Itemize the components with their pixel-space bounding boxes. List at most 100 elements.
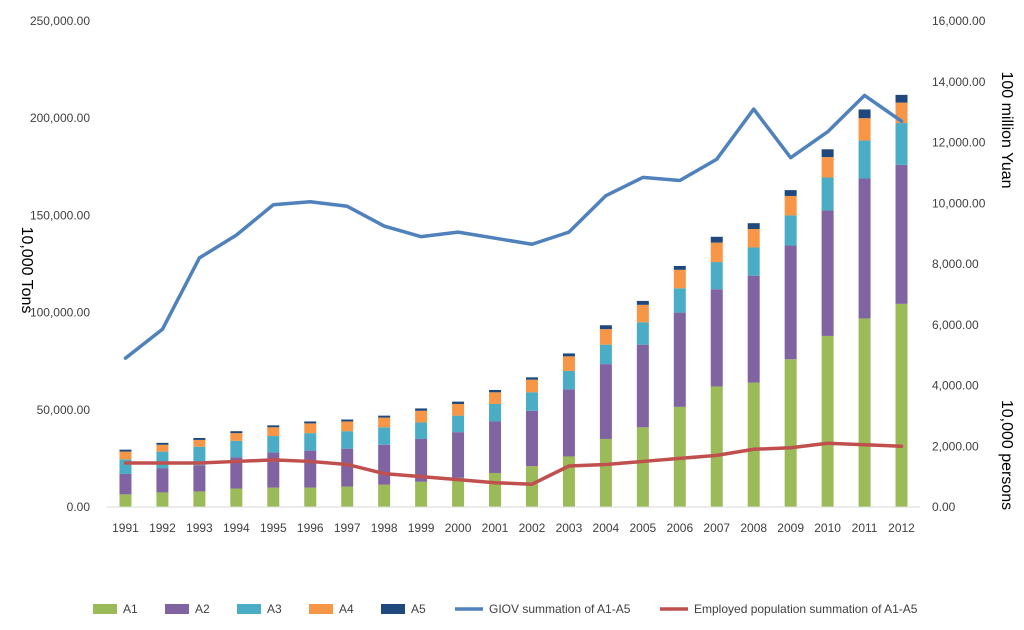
x-tick-label-2011: 2011 (852, 521, 878, 535)
bar-a5-1991 (119, 449, 132, 452)
bar-a4-2005 (636, 304, 649, 323)
left-tick-label: 250,000.00 (30, 14, 90, 28)
x-tick-label-1999: 1999 (408, 521, 435, 535)
x-tick-label-2012: 2012 (888, 521, 915, 535)
bar-a3-2012 (895, 123, 908, 165)
bar-a2-1992 (156, 468, 169, 493)
bar-a1-2010 (821, 335, 834, 507)
bar-a5-1992 (156, 442, 169, 445)
bar-a4-1996 (304, 423, 317, 434)
bar-a2-2007 (710, 289, 723, 387)
bar-a4-1991 (119, 451, 132, 460)
bar-a3-2010 (821, 177, 834, 211)
right-tick-label: 14,000.00 (932, 75, 986, 89)
bar-a3-1998 (378, 427, 391, 445)
bar-a1-1991 (119, 494, 132, 507)
x-tick-label-1997: 1997 (334, 521, 361, 535)
bar-a3-2001 (489, 403, 502, 422)
bar-a3-2004 (599, 344, 612, 365)
bar-a1-2012 (895, 303, 908, 507)
legend-swatch-a2 (165, 604, 189, 614)
bar-a4-2009 (784, 195, 797, 216)
x-tick-label-2006: 2006 (666, 521, 693, 535)
legend-item-giov-summation-of-a1-a5: GIOV summation of A1-A5 (455, 602, 631, 616)
bar-a2-2004 (599, 364, 612, 439)
left-tick-label: 0.00 (67, 500, 91, 514)
bar-a1-2011 (858, 318, 871, 507)
bar-a1-2004 (599, 438, 612, 507)
right-tick-label: 6,000.00 (932, 318, 979, 332)
bar-a3-1993 (193, 446, 206, 466)
bar-a5-2012 (895, 94, 908, 103)
bar-a4-1998 (378, 417, 391, 428)
line-employed-population-summation-of-a1-a5 (123, 441, 904, 486)
bar-a2-2008 (747, 275, 760, 383)
bar-a5-1997 (341, 419, 354, 422)
bar-a2-1998 (378, 444, 391, 485)
legend-swatch-a1 (93, 604, 117, 614)
x-tick-label-1991: 1991 (112, 521, 139, 535)
bar-a4-1997 (341, 421, 354, 432)
legend-swatch-a3 (237, 604, 261, 614)
bar-a1-2005 (636, 427, 649, 507)
bar-a2-2006 (673, 312, 686, 407)
legend-item-a3: A3 (237, 602, 282, 616)
right-tick-label: 10,000.00 (932, 196, 986, 210)
bar-a2-2005 (636, 344, 649, 428)
bar-a4-1999 (415, 410, 428, 423)
legend-swatch-a4 (309, 604, 333, 614)
x-tick-label-2005: 2005 (629, 521, 656, 535)
bar-a4-2002 (525, 379, 538, 393)
bar-a5-2006 (673, 265, 686, 270)
line-giov-summation-of-a1-a5 (123, 93, 904, 360)
left-tick-label: 200,000.00 (30, 111, 90, 125)
bar-a1-2003 (562, 456, 575, 507)
bar-a4-1992 (156, 444, 169, 452)
bar-a2-2002 (525, 410, 538, 467)
bar-a4-2001 (489, 392, 502, 404)
bar-a4-2010 (821, 157, 834, 178)
bar-a3-1991 (119, 459, 132, 474)
legend-label-a3: A3 (267, 602, 282, 616)
legend-label-a4: A4 (339, 602, 354, 616)
x-tick-label-1995: 1995 (260, 521, 287, 535)
x-tick-label-2007: 2007 (703, 521, 730, 535)
bar-a5-1996 (304, 421, 317, 424)
left-axis-tick-labels: 0.00 50,000.00 100,000.00 150,000.00 200,000… (30, 14, 90, 514)
bars-layer (119, 94, 908, 507)
bar-a2-2003 (562, 389, 575, 457)
bar-a1-1994 (230, 488, 243, 507)
bar-a4-2006 (673, 269, 686, 289)
bar-a2-1994 (230, 457, 243, 489)
bar-a1-1993 (193, 491, 206, 507)
bar-a1-2002 (525, 466, 538, 507)
bar-a1-2000 (452, 477, 465, 507)
bar-a4-2000 (452, 403, 465, 416)
legend-item-a5: A5 (381, 602, 426, 616)
right-tick-label: 12,000.00 (932, 136, 986, 150)
bar-a5-1993 (193, 437, 206, 440)
bar-a4-1995 (267, 427, 280, 437)
bar-a3-2002 (525, 392, 538, 411)
bar-a1-1996 (304, 487, 317, 507)
bar-a5-1995 (267, 425, 280, 428)
bar-a3-2008 (747, 247, 760, 276)
bar-a3-2011 (858, 140, 871, 179)
x-axis-tick-labels: 1991 1992 1993 1994 1995 1996 1997 1998 1999 2000… (112, 521, 915, 535)
bar-a5-1994 (230, 431, 243, 434)
bar-a1-2007 (710, 386, 723, 507)
bar-a5-1998 (378, 415, 391, 418)
bar-a5-2010 (821, 149, 834, 158)
bar-a1-1992 (156, 492, 169, 507)
bar-a3-2009 (784, 215, 797, 246)
bar-a5-2007 (710, 236, 723, 243)
x-tick-label-2002: 2002 (519, 521, 546, 535)
legend-label-a5: A5 (411, 602, 426, 616)
bar-a5-2011 (858, 109, 871, 119)
bar-a2-1991 (119, 473, 132, 495)
x-tick-label-2001: 2001 (482, 521, 509, 535)
legend-label-a1: A1 (123, 602, 138, 616)
bar-a1-2008 (747, 382, 760, 507)
bar-a2-2009 (784, 245, 797, 360)
